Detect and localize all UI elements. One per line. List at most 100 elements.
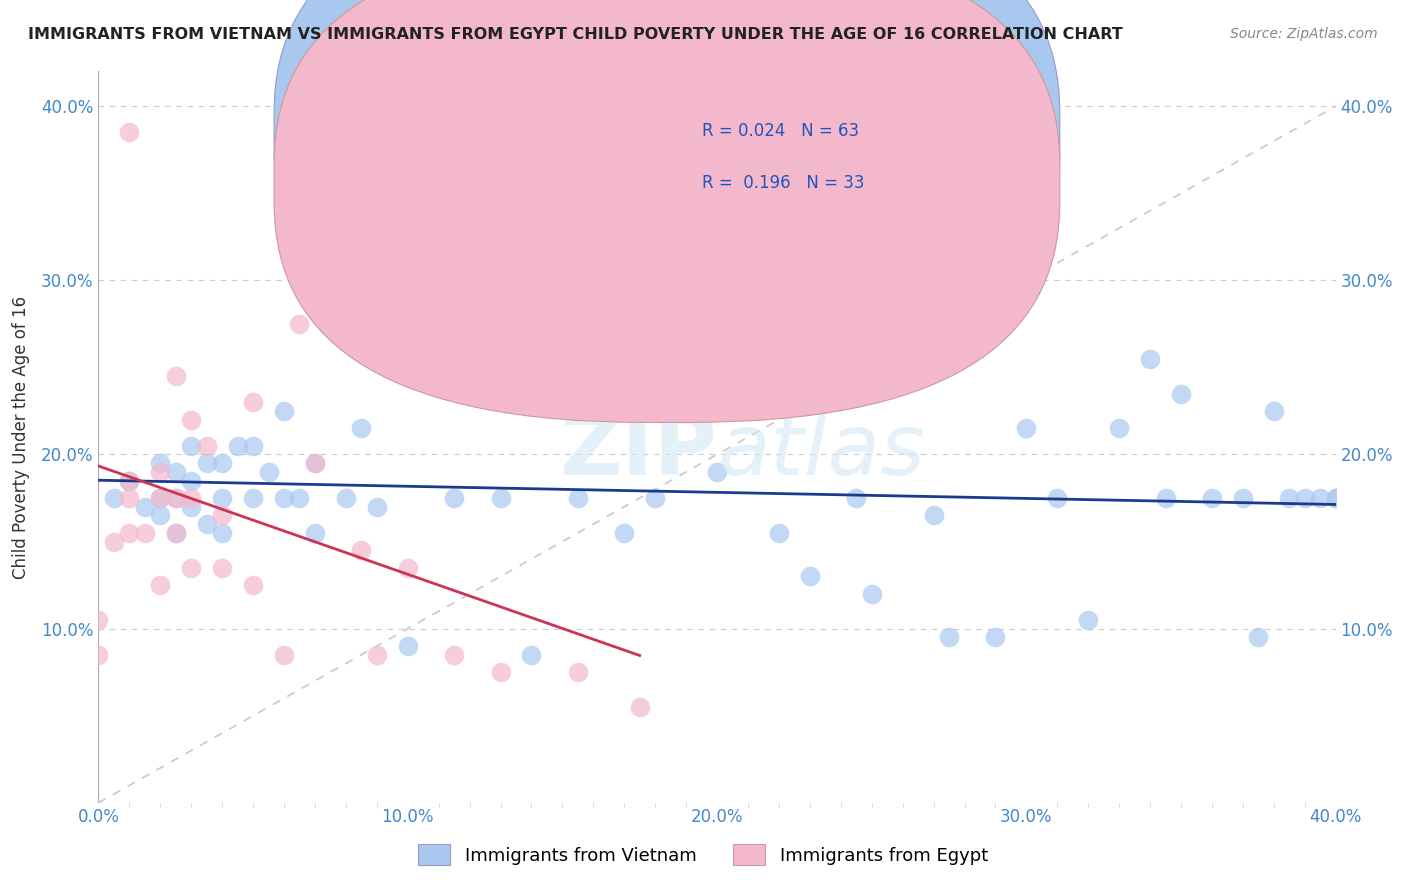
FancyBboxPatch shape xyxy=(619,94,915,225)
Point xyxy=(165,491,187,505)
Point xyxy=(1170,386,1192,401)
Point xyxy=(165,369,187,384)
Point xyxy=(273,648,295,662)
Point xyxy=(304,525,326,540)
Point xyxy=(165,525,187,540)
Point xyxy=(984,631,1007,645)
Point xyxy=(567,491,589,505)
Point xyxy=(489,491,512,505)
Point xyxy=(520,648,543,662)
Point xyxy=(366,500,388,514)
Text: R =  0.196   N = 33: R = 0.196 N = 33 xyxy=(702,174,865,192)
Point xyxy=(180,560,202,574)
Point xyxy=(1263,404,1285,418)
Point xyxy=(103,491,125,505)
Y-axis label: Child Poverty Under the Age of 16: Child Poverty Under the Age of 16 xyxy=(11,295,30,579)
Point xyxy=(396,639,419,653)
Point xyxy=(165,465,187,479)
Text: Source: ZipAtlas.com: Source: ZipAtlas.com xyxy=(1230,27,1378,41)
Point xyxy=(211,560,233,574)
Point xyxy=(257,465,280,479)
Point xyxy=(613,525,636,540)
Point xyxy=(1278,491,1301,505)
Point xyxy=(1108,421,1130,435)
Point xyxy=(165,491,187,505)
Point xyxy=(195,517,218,532)
Point xyxy=(396,560,419,574)
Point xyxy=(180,491,202,505)
Point xyxy=(427,178,450,192)
Point xyxy=(195,456,218,470)
Point xyxy=(1309,491,1331,505)
Text: IMMIGRANTS FROM VIETNAM VS IMMIGRANTS FROM EGYPT CHILD POVERTY UNDER THE AGE OF : IMMIGRANTS FROM VIETNAM VS IMMIGRANTS FR… xyxy=(28,27,1123,42)
Point xyxy=(242,395,264,409)
Point xyxy=(582,221,605,235)
Point xyxy=(134,500,156,514)
Point xyxy=(180,474,202,488)
Point xyxy=(87,648,110,662)
Point xyxy=(180,500,202,514)
Point xyxy=(149,456,172,470)
Point xyxy=(273,491,295,505)
Point xyxy=(1247,631,1270,645)
Point xyxy=(149,465,172,479)
Point xyxy=(1139,351,1161,366)
Point xyxy=(195,439,218,453)
Point xyxy=(118,474,141,488)
Point xyxy=(644,491,666,505)
Point xyxy=(180,439,202,453)
Point xyxy=(1201,491,1223,505)
Text: atlas: atlas xyxy=(717,410,925,493)
Point xyxy=(1077,613,1099,627)
Point xyxy=(165,525,187,540)
Point xyxy=(1232,491,1254,505)
Point xyxy=(489,665,512,680)
Point xyxy=(304,456,326,470)
Point xyxy=(1015,421,1038,435)
Point xyxy=(335,491,357,505)
FancyBboxPatch shape xyxy=(274,0,1060,371)
Point xyxy=(845,491,868,505)
Point xyxy=(366,648,388,662)
Point xyxy=(180,412,202,426)
Legend: Immigrants from Vietnam, Immigrants from Egypt: Immigrants from Vietnam, Immigrants from… xyxy=(409,835,997,874)
Point xyxy=(1046,491,1069,505)
Point xyxy=(288,491,311,505)
Point xyxy=(118,125,141,139)
Point xyxy=(149,491,172,505)
Point xyxy=(242,491,264,505)
Point xyxy=(211,456,233,470)
Point xyxy=(799,569,821,583)
Point xyxy=(134,525,156,540)
Point xyxy=(860,587,883,601)
Point xyxy=(396,334,419,349)
Text: ZIP: ZIP xyxy=(560,410,717,493)
Point xyxy=(242,578,264,592)
Point xyxy=(242,439,264,453)
Point xyxy=(149,491,172,505)
Point xyxy=(628,700,651,714)
Point xyxy=(118,491,141,505)
Point xyxy=(706,465,728,479)
Point xyxy=(1324,491,1347,505)
FancyBboxPatch shape xyxy=(274,0,1060,423)
Point xyxy=(567,665,589,680)
Point xyxy=(350,421,373,435)
Point xyxy=(118,474,141,488)
Text: R = 0.024   N = 63: R = 0.024 N = 63 xyxy=(702,122,859,140)
Point xyxy=(319,247,342,261)
Point xyxy=(273,404,295,418)
Point xyxy=(211,525,233,540)
Point xyxy=(1294,491,1316,505)
Point xyxy=(211,491,233,505)
Point xyxy=(304,456,326,470)
Point xyxy=(922,508,945,523)
Point xyxy=(87,613,110,627)
Point xyxy=(103,534,125,549)
Point xyxy=(1154,491,1177,505)
Point xyxy=(149,508,172,523)
Point xyxy=(938,631,960,645)
Point xyxy=(211,508,233,523)
Point xyxy=(443,648,465,662)
Point xyxy=(226,439,249,453)
